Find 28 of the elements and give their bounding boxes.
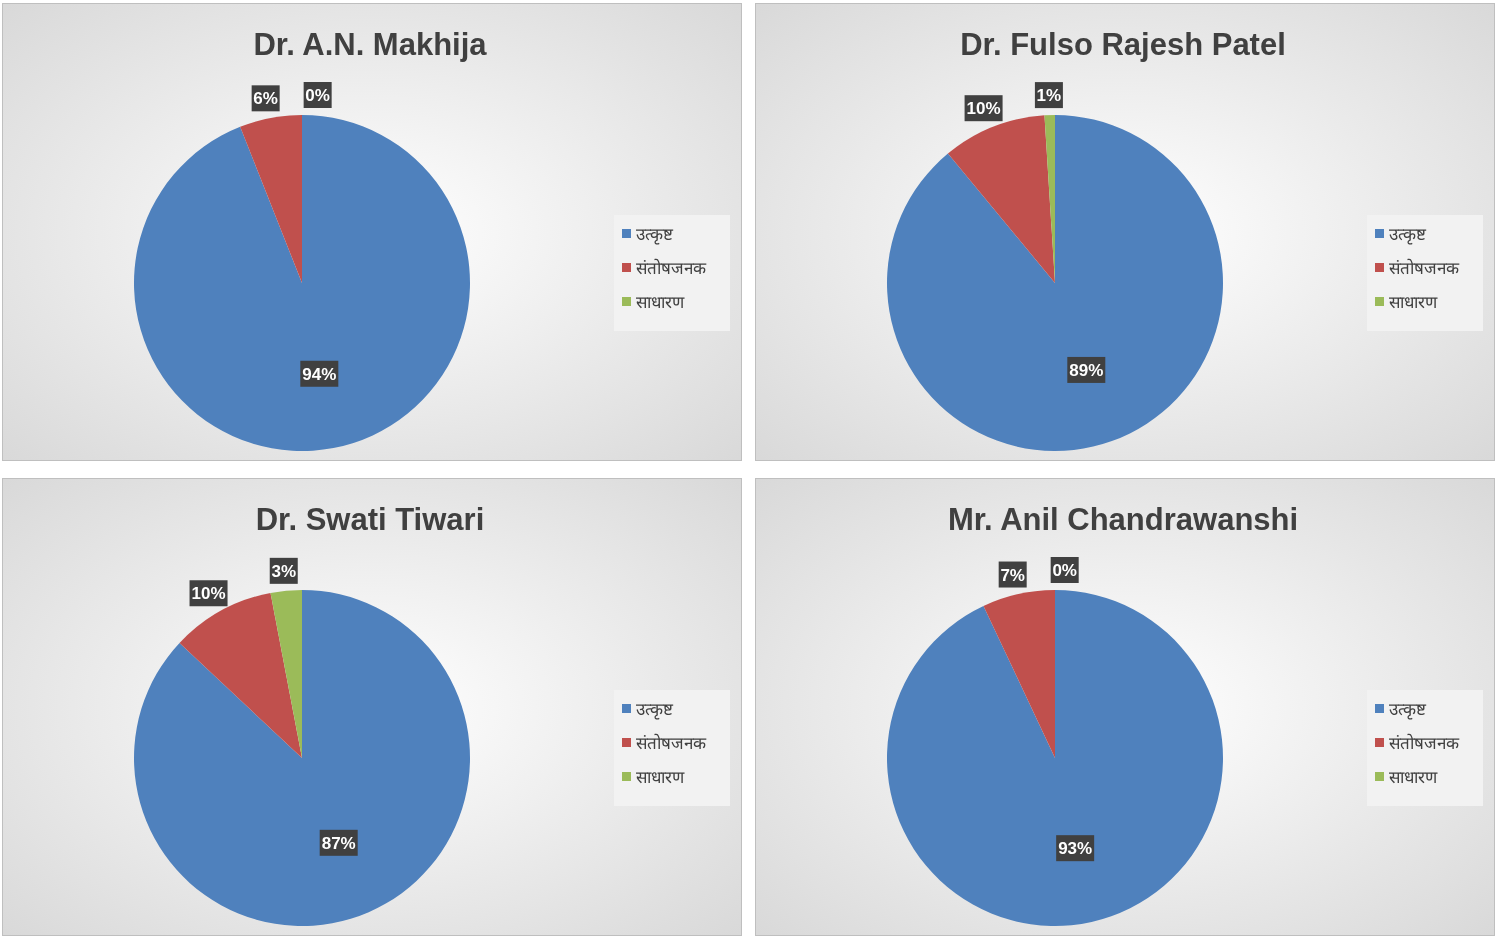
chart-title: Dr. A.N. Makhija bbox=[253, 27, 488, 62]
data-label: 1% bbox=[1036, 86, 1062, 106]
data-label: 10% bbox=[966, 99, 1001, 119]
legend-label: साधारण bbox=[1389, 767, 1438, 787]
legend-label: संतोषजनक bbox=[1389, 733, 1460, 753]
chart-title: Mr. Anil Chandrawanshi bbox=[947, 502, 1299, 537]
data-label: 94% bbox=[302, 364, 337, 384]
legend-label: संतोषजनक bbox=[636, 733, 707, 753]
legend-label: साधारण bbox=[636, 292, 685, 312]
legend-label: उत्कृष्ट bbox=[1389, 699, 1427, 720]
text: 0% bbox=[305, 86, 330, 105]
data-label: 3% bbox=[271, 561, 297, 581]
legend-label: उत्कृष्ट bbox=[636, 699, 674, 720]
data-label: 93% bbox=[1058, 839, 1093, 859]
legend-label: उत्कृष्ट bbox=[636, 224, 674, 245]
data-label: 87% bbox=[321, 833, 356, 853]
legend-label: संतोषजनक bbox=[636, 258, 707, 278]
chart-title: Dr. Fulso Rajesh Patel bbox=[960, 27, 1286, 62]
text: 0% bbox=[1052, 561, 1077, 580]
data-label: 10% bbox=[191, 584, 226, 604]
legend-label: उत्कृष्ट bbox=[1389, 224, 1427, 245]
legend-label: साधारण bbox=[1389, 292, 1438, 312]
data-label: 7% bbox=[1000, 565, 1025, 585]
data-label: 89% bbox=[1069, 360, 1104, 380]
legend-label: साधारण bbox=[636, 767, 685, 787]
chart-title: Dr. Swati Tiwari bbox=[255, 502, 485, 537]
data-label: 6% bbox=[253, 89, 278, 109]
legend-label: संतोषजनक bbox=[1389, 258, 1460, 278]
